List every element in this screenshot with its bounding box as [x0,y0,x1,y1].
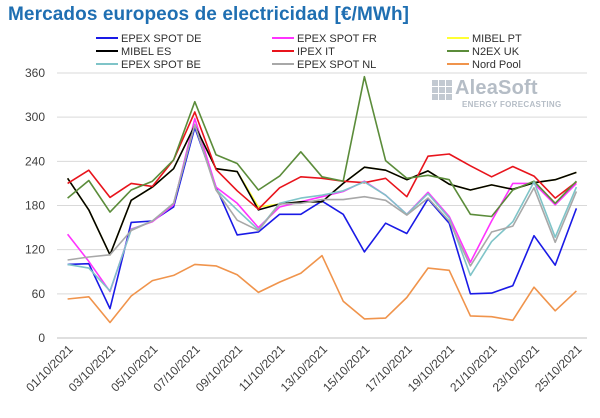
aleasoft-logo: AleaSoft ENERGY FORECASTING [432,77,582,109]
series-line [66,124,577,256]
legend-label: N2EX UK [472,46,520,58]
series-line [67,111,577,210]
legend-label: EPEX SPOT DE [121,33,202,45]
aleasoft-logo-icon [432,80,452,100]
series-line [66,124,577,256]
legend-label: EPEX SPOT FR [297,33,377,45]
series-line [67,123,578,292]
series-line [67,126,578,310]
y-tick-label: 360 [25,66,45,80]
logo-tagline: ENERGY FORECASTING [462,100,562,109]
y-tick-label: 180 [25,199,45,213]
legend-label: Nord Pool [472,59,521,71]
series-line [67,123,578,267]
chart-title: Mercados europeos de electricidad [€/MWh… [8,4,410,25]
series-lines [66,75,578,324]
y-tick-label: 60 [32,287,46,301]
legend-label: IPEX IT [297,46,335,58]
series-line [67,75,577,218]
legend: EPEX SPOT DE EPEX SPOT FR MIBEL PT MIBEL ES… [96,33,522,71]
legend-label: MIBEL PT [472,33,522,45]
legend-label: EPEX SPOT NL [297,59,376,71]
x-axis-tick-labels: 01/10/202103/10/202105/10/202107/10/2021… [23,342,584,395]
legend-label: MIBEL ES [121,46,171,58]
logo-name: AleaSoft [455,77,538,99]
gridlines [57,72,587,339]
y-tick-label: 240 [25,154,45,168]
y-tick-label: 300 [25,110,45,124]
legend-label: EPEX SPOT BE [121,59,201,71]
y-axis-tick-labels: 0 60 120 180 240 300 360 [25,66,45,345]
y-tick-label: 120 [25,243,45,257]
series-line [67,254,577,324]
x-tick-label: 25/10/2021 [532,342,585,395]
y-tick-label: 0 [38,331,45,345]
